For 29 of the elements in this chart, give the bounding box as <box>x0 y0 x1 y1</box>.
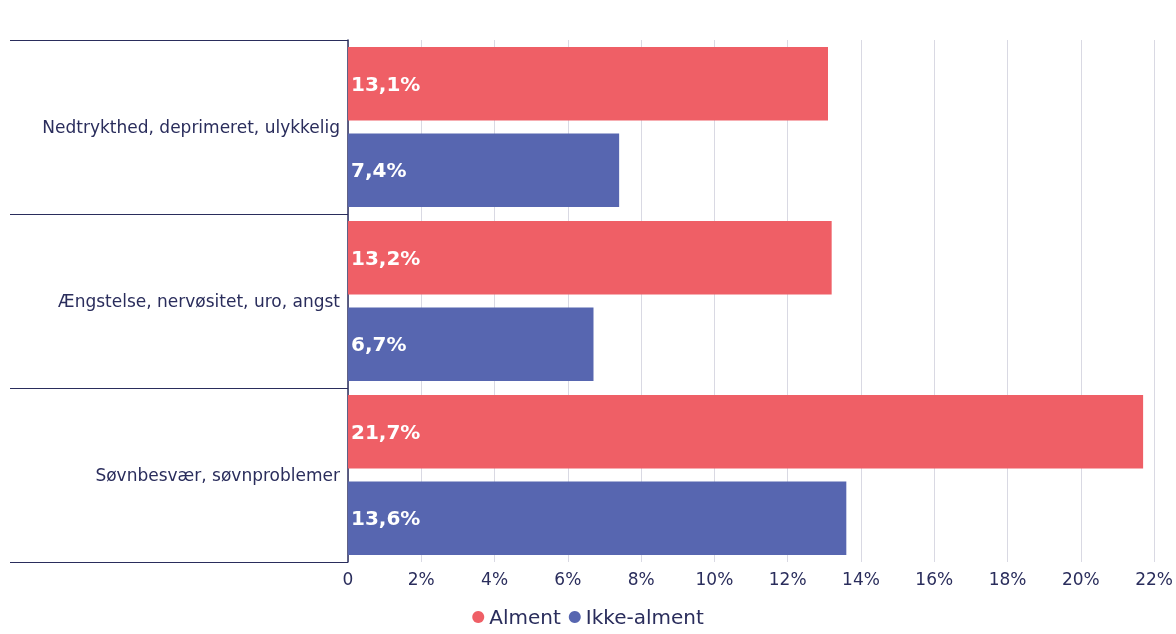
data-label: 13,1% <box>351 71 421 96</box>
bar <box>348 46 828 121</box>
y-tick-label: Søvnbesvær, søvnproblemer <box>95 465 340 485</box>
data-label: 13,2% <box>351 245 421 270</box>
x-tick-label: 18% <box>988 568 1027 589</box>
x-tick-label: 12% <box>768 568 807 589</box>
x-tick-label: 14% <box>842 568 880 589</box>
x-tick-label: 20% <box>1061 568 1100 589</box>
bar <box>348 220 832 295</box>
legend-label: Alment <box>489 605 561 629</box>
x-tick-label: 2% <box>407 568 435 589</box>
bar <box>348 394 1144 469</box>
legend-label: Ikke-alment <box>585 605 704 629</box>
x-tick-label: 6% <box>554 568 582 589</box>
data-label: 13,6% <box>351 506 421 531</box>
y-tick-label: Ængstelse, nervøsitet, uro, angst <box>58 291 341 311</box>
x-tick-label: 22% <box>1135 568 1174 589</box>
y-tick-label: Nedtrykthed, deprimeret, ulykkelig <box>42 117 340 137</box>
x-tick-label: 0 <box>342 568 354 589</box>
x-tick-label: 8% <box>627 568 655 589</box>
x-tick-label: 4% <box>481 568 509 589</box>
bar <box>348 307 594 382</box>
x-tick-label: 10% <box>695 568 734 589</box>
x-tick-label: 16% <box>915 568 954 589</box>
bar <box>348 481 847 556</box>
data-label: 6,7% <box>351 332 407 357</box>
data-label: 21,7% <box>351 419 421 444</box>
data-label: 7,4% <box>351 158 407 183</box>
bar <box>348 133 620 208</box>
